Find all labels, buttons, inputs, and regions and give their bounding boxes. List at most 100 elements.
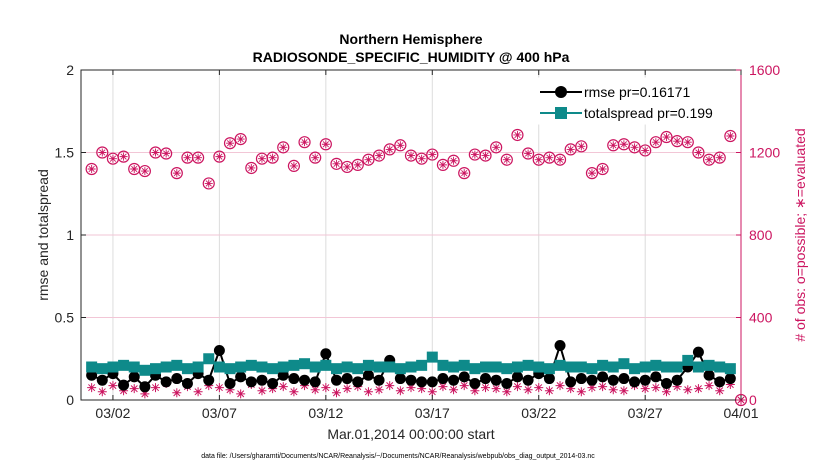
- data-point-totalspread: [522, 359, 534, 371]
- data-point-totalspread: [235, 361, 247, 373]
- data-point-rmse: [448, 374, 460, 386]
- data-point-rmse: [267, 378, 279, 389]
- data-point-possible-evaluated: [524, 149, 533, 158]
- data-point-totalspread: [533, 361, 545, 373]
- data-point-totalspread: [352, 363, 364, 375]
- data-point-evaluated: [193, 387, 203, 397]
- data-point-totalspread: [671, 361, 683, 373]
- data-point-totalspread: [341, 361, 353, 373]
- data-point-totalspread: [160, 361, 172, 373]
- data-point-possible: [191, 151, 205, 164]
- data-point-possible: [713, 151, 726, 164]
- data-point-evaluated: [342, 384, 352, 394]
- data-point-totalspread: [139, 364, 151, 376]
- data-point-possible: [458, 167, 471, 180]
- data-point-possible: [585, 167, 599, 180]
- data-point-possible-evaluated: [140, 167, 149, 176]
- data-point-rmse: [501, 378, 513, 389]
- y-axis-label-right: # of obs: o=possible; ∗=evaluated: [792, 128, 808, 341]
- data-point-totalspread: [511, 361, 523, 373]
- data-point-possible-evaluated: [279, 143, 288, 152]
- data-point-rmse: [629, 376, 641, 388]
- y-tick-label-right: 1600: [749, 62, 780, 78]
- data-point-possible-evaluated: [247, 163, 256, 172]
- y-tick-label: 2: [66, 62, 74, 78]
- data-point-rmse: [96, 374, 108, 386]
- data-point-possible-evaluated: [353, 160, 362, 169]
- data-point-possible: [383, 143, 396, 156]
- series-possible: [85, 128, 748, 407]
- data-point-totalspread: [639, 361, 651, 373]
- data-point-possible: [138, 164, 151, 178]
- data-point-possible: [415, 152, 428, 165]
- data-point-totalspread: [501, 363, 513, 375]
- data-point-evaluated: [587, 383, 597, 393]
- data-point-rmse: [522, 374, 534, 386]
- data-point-possible: [575, 140, 588, 153]
- data-point-possible-evaluated: [598, 165, 607, 173]
- data-point-totalspread: [650, 359, 662, 371]
- data-point-possible-evaluated: [215, 152, 224, 161]
- data-point-possible-evaluated: [183, 153, 192, 162]
- data-point-possible-evaluated: [396, 141, 405, 150]
- y-tick-label-right: 1200: [749, 145, 780, 161]
- data-point-evaluated: [395, 386, 405, 396]
- data-point-rmse: [299, 374, 311, 386]
- data-point-totalspread: [309, 361, 321, 373]
- data-point-possible-evaluated: [236, 135, 245, 144]
- data-point-possible: [85, 162, 98, 176]
- data-point-rmse: [128, 371, 140, 383]
- data-point-rmse: [320, 348, 332, 360]
- data-point-evaluated: [661, 387, 671, 397]
- data-point-evaluated: [417, 384, 427, 394]
- data-point-possible-evaluated: [87, 165, 96, 173]
- data-point-possible-evaluated: [257, 154, 266, 163]
- data-point-possible-evaluated: [460, 169, 469, 178]
- data-point-evaluated: [374, 385, 384, 395]
- data-point-evaluated: [715, 386, 725, 396]
- data-point-possible-evaluated: [108, 154, 117, 163]
- data-point-possible-evaluated: [98, 148, 107, 157]
- data-point-possible-evaluated: [577, 142, 586, 151]
- data-point-possible: [287, 159, 301, 173]
- data-point-evaluated: [544, 386, 554, 396]
- data-point-evaluated: [87, 383, 97, 393]
- data-point-evaluated: [310, 385, 320, 395]
- data-point-rmse: [245, 376, 257, 388]
- data-point-evaluated: [427, 387, 437, 397]
- data-point-possible: [649, 136, 662, 149]
- data-point-possible-evaluated: [683, 138, 692, 147]
- data-point-possible: [426, 148, 439, 161]
- data-point-totalspread: [171, 359, 183, 371]
- data-point-totalspread: [660, 361, 672, 373]
- data-point-possible: [309, 151, 322, 164]
- data-point-possible-evaluated: [204, 179, 213, 188]
- tick-labels: 03/02 03/07 03/12 03/17 03/22 03/27 04/0100.51…: [55, 62, 781, 421]
- legend-rmse-label: rmse pr=0.16171: [584, 84, 690, 100]
- y-tick-label: 0.5: [55, 310, 75, 326]
- data-point-totalspread: [256, 361, 268, 373]
- data-point-possible: [447, 154, 460, 167]
- data-point-possible: [490, 141, 503, 154]
- data-point-possible: [298, 136, 311, 149]
- y-tick-label: 1.5: [55, 145, 75, 161]
- data-point-possible-evaluated: [470, 150, 479, 159]
- data-point-possible: [372, 149, 386, 162]
- data-point-possible: [319, 138, 332, 151]
- data-point-evaluated: [693, 384, 703, 394]
- data-point-possible-evaluated: [417, 154, 426, 163]
- data-point-totalspread: [86, 361, 98, 373]
- data-point-evaluated: [129, 384, 139, 394]
- y-tick-label-right: 800: [749, 227, 773, 243]
- data-point-rmse: [224, 378, 236, 389]
- data-point-possible: [277, 141, 290, 154]
- data-point-possible-evaluated: [311, 153, 320, 162]
- data-point-possible-evaluated: [226, 139, 235, 148]
- data-point-possible-evaluated: [289, 161, 298, 170]
- data-point-possible-evaluated: [726, 132, 735, 140]
- data-point-possible-evaluated: [587, 169, 596, 178]
- data-point-evaluated: [236, 389, 246, 399]
- data-point-totalspread: [213, 361, 225, 373]
- data-point-possible-evaluated: [715, 153, 724, 162]
